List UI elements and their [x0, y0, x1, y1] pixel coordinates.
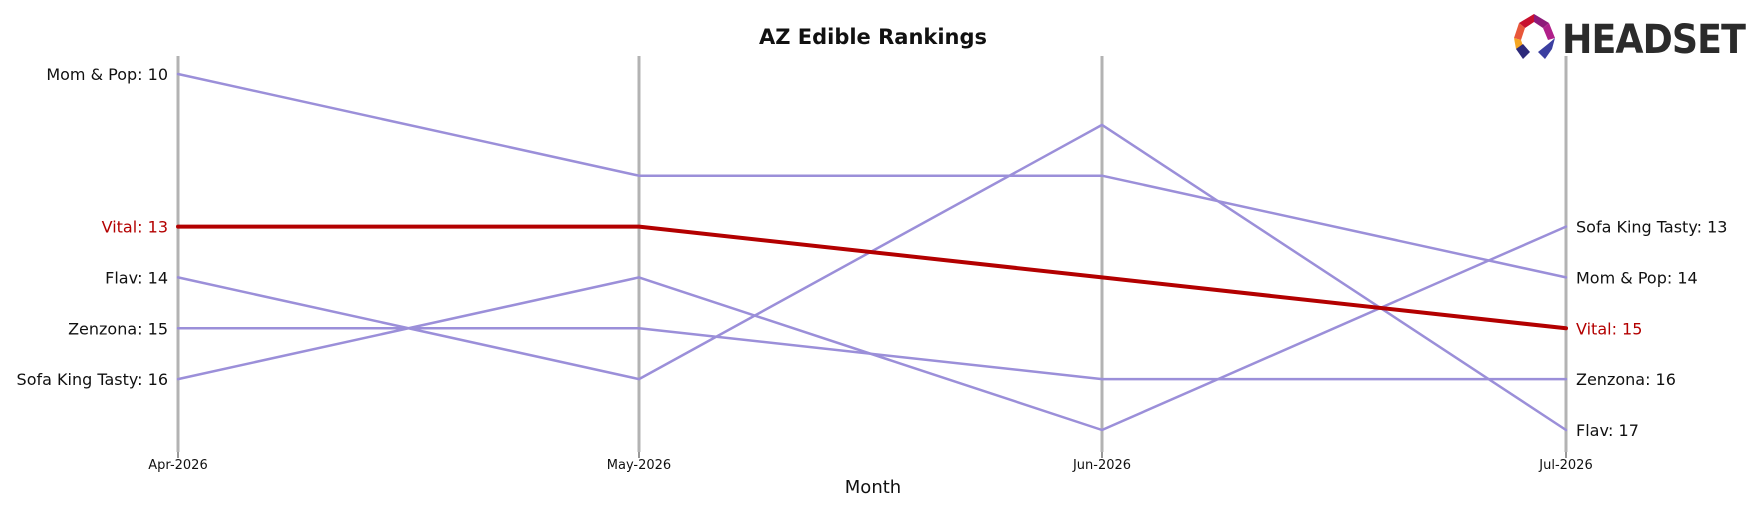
chart-title: AZ Edible Rankings: [759, 25, 987, 49]
start-label-mom-pop: Mom & Pop: 10: [46, 65, 168, 84]
series-lines: [176, 72, 1568, 432]
x-tick-label-jun-2026: Jun-2026: [1072, 458, 1131, 473]
headset-logo-text: HEADSET: [1562, 17, 1747, 63]
x-tick-label-apr-2026: Apr-2026: [148, 458, 207, 473]
headset-logo-mark: [1514, 14, 1555, 59]
end-label-mom-pop: Mom & Pop: 14: [1576, 268, 1698, 287]
start-label-zenzona: Zenzona: 15: [68, 319, 168, 338]
x-tick-label-jul-2026: Jul-2026: [1538, 458, 1592, 473]
series-line-flav: [176, 123, 1568, 432]
start-label-flav: Flav: 14: [105, 268, 168, 287]
start-label-sofa-king-tasty: Sofa King Tasty: 16: [17, 370, 168, 389]
rank-labels: Mom & Pop: 10 Mom & Pop: 14 Vital: 13 Vital…: [17, 65, 1728, 440]
start-label-vital: Vital: 13: [102, 218, 168, 237]
x-axis-label: Month: [845, 477, 901, 498]
series-line-vital: [176, 224, 1568, 331]
end-label-sofa-king-tasty: Sofa King Tasty: 13: [1576, 218, 1727, 237]
end-label-zenzona: Zenzona: 16: [1576, 370, 1676, 389]
end-label-flav: Flav: 17: [1576, 421, 1639, 440]
end-label-vital: Vital: 15: [1576, 319, 1642, 338]
x-tick-label-may-2026: May-2026: [607, 458, 671, 473]
series-line-sofa-king-tasty: [176, 225, 1568, 432]
series-line-mom-pop: [176, 72, 1568, 279]
headset-logo: HEADSET: [1514, 14, 1747, 63]
x-tick-labels: Apr-2026 May-2026 Jun-2026 Jul-2026: [148, 452, 1593, 473]
month-gridlines: [176, 56, 1568, 452]
